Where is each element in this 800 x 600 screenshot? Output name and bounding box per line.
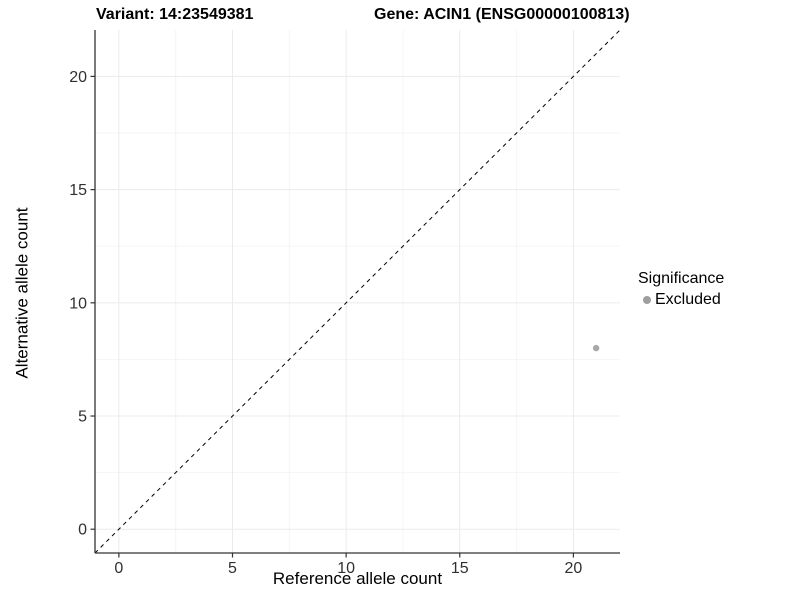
x-tick-label: 20 [565, 560, 583, 577]
x-tick-label: 5 [228, 560, 237, 577]
x-tick-label: 15 [451, 560, 469, 577]
data-point [592, 344, 600, 352]
identity-dashed-line [94, 29, 621, 554]
y-tick-label: 0 [78, 522, 87, 539]
x-tick-label: 10 [337, 560, 355, 577]
legend-title: Significance [638, 270, 725, 287]
gene-title: Gene: ACIN1 (ENSG00000100813) [374, 6, 630, 23]
legend-entry-excluded: Excluded [638, 289, 724, 310]
legend-entry-label: Excluded [655, 291, 721, 308]
legend: Significance Excluded [638, 268, 724, 310]
x-tick-label: 0 [114, 560, 123, 577]
y-axis-title: Alternative allele count [12, 207, 32, 379]
y-tick-label: 10 [69, 295, 87, 312]
legend-key-point-icon [638, 291, 655, 308]
y-tick-label: 20 [69, 69, 87, 86]
variant-title: Variant: 14:23549381 [96, 6, 254, 23]
y-tick-label: 5 [78, 409, 87, 426]
y-tick-label: 15 [69, 182, 87, 199]
x-axis-title: Reference allele count [272, 569, 443, 588]
